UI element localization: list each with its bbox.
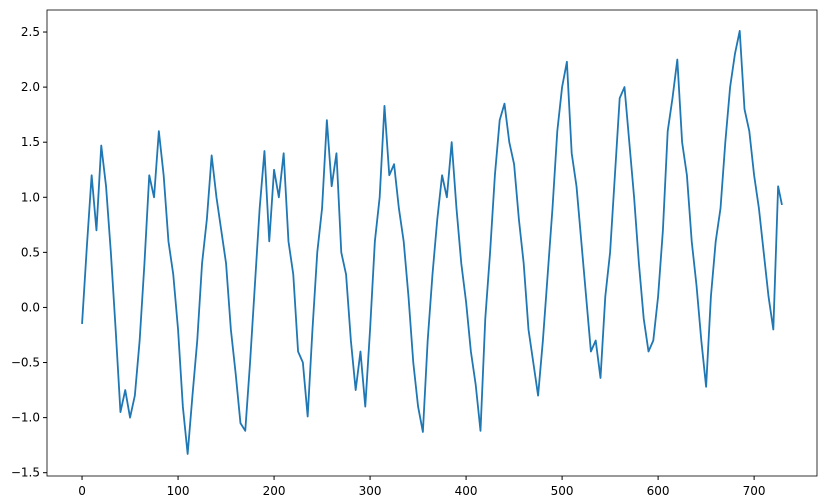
- x-tick-label: 700: [743, 484, 766, 498]
- y-tick-label: 0.0: [21, 300, 40, 314]
- x-tick-label: 0: [78, 484, 86, 498]
- x-tick-label: 300: [359, 484, 382, 498]
- x-tick-label: 200: [263, 484, 286, 498]
- y-tick-label: −1.5: [11, 466, 40, 480]
- data-line: [81, 30, 783, 455]
- x-tick-label: 500: [551, 484, 574, 498]
- y-tick-label: 2.0: [21, 80, 40, 94]
- y-tick-label: −0.5: [11, 356, 40, 370]
- y-tick-label: −1.0: [11, 411, 40, 425]
- x-tick-label: 600: [647, 484, 670, 498]
- y-tick-label: 0.5: [21, 245, 40, 259]
- x-tick-label: 400: [455, 484, 478, 498]
- axes-frame: [46, 9, 818, 477]
- y-tick-label: 1.5: [21, 135, 40, 149]
- x-tick-label: 100: [167, 484, 190, 498]
- y-tick-label: 1.0: [21, 190, 40, 204]
- y-tick-label: 2.5: [21, 25, 40, 39]
